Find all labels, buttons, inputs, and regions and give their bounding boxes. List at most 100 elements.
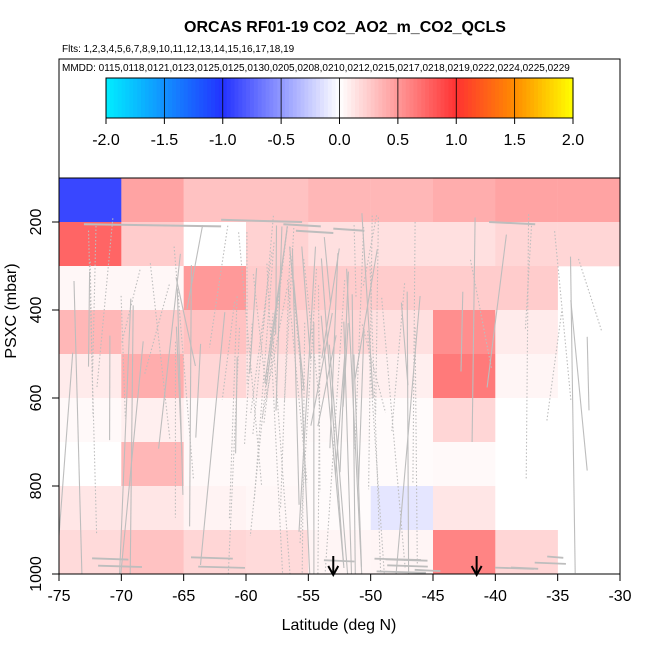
flight-track [176,289,184,495]
colorbar-segment [203,78,208,118]
flight-track [471,217,476,443]
flight-track [387,564,428,568]
heatmap-cell [59,178,122,223]
flight-track [494,566,534,570]
y-tick-label: 200 [28,209,45,236]
heatmap-cell [433,530,496,575]
flight-track [414,568,441,572]
flight-track [323,237,332,304]
colorbar-segment [312,78,317,118]
flight-track [329,253,339,449]
flight-track [189,265,192,527]
heatmap-cell [183,178,247,223]
heatmap-cell [433,178,496,223]
flight-track [272,335,291,574]
heatmap-cell [370,178,434,223]
colorbar-segment [413,78,418,118]
colorbar-segment [300,78,306,118]
colorbar-segment [137,78,142,118]
colorbar-segment [141,78,146,118]
colorbar-segment [506,78,512,118]
colorbar-segment [222,78,228,118]
colorbar-segment [121,78,127,118]
heatmap-cell [495,310,558,355]
x-tick-label: -30 [608,588,631,605]
colorbar-segment [362,78,368,118]
flight-track [149,263,171,440]
heatmap-cell [433,354,496,399]
flight-track [190,556,233,560]
flight-track [129,305,134,574]
flight-track [320,258,345,569]
chart-title: ORCAS RF01-19 CO2_AO2_m_CO2_QCLS [184,19,506,36]
flight-track [299,268,318,544]
flight-track [249,268,258,374]
flight-track [361,213,374,399]
heatmap-cell [183,222,247,267]
colorbar-segment [195,78,200,118]
flight-track [368,215,373,490]
x-tick-label: -65 [172,588,195,605]
flight-track [59,352,74,543]
colorbar-segment [292,78,298,118]
flight-track [120,295,126,419]
flight-track [221,218,303,223]
flight-track [395,295,421,574]
flight-track [266,263,284,574]
heatmap-cell [557,222,621,267]
colorbar-segment [370,78,376,118]
heatmap-cell [121,178,184,223]
heatmap-cell [59,310,122,355]
heatmap-cell [121,354,184,399]
colorbar-segment [553,78,559,118]
colorbar-segment [156,78,162,118]
colorbar-tick-label: 0.0 [328,132,350,149]
colorbar-segment [436,78,442,118]
flight-track [554,231,572,401]
colorbar-segment [281,78,286,118]
heatmap-cell [183,442,247,487]
colorbar-segment [561,78,566,118]
colorbar-segment [425,78,430,118]
flight-track [275,226,283,411]
colorbar-segment [487,78,492,118]
flight-track [83,223,222,228]
colorbar-segment [179,78,185,118]
flight-track [569,256,576,574]
colorbar-segment [347,78,352,118]
heatmap-cell [59,354,122,399]
colorbar-segment [491,78,496,118]
colorbar-segment [569,78,574,118]
mmdd-label: MMDD: 0115,0118,0121,0123,0125,0125,0130… [62,63,570,74]
heatmap-cell [557,178,621,223]
flight-track [120,269,141,345]
colorbar-segment [265,78,271,118]
flight-track [221,301,236,400]
colorbar-tick-label: 0.5 [387,132,409,149]
heatmap-cell [370,442,434,487]
arrow-markers [327,556,483,578]
flight-track [301,246,312,359]
colorbar-segment [253,78,259,118]
flight-track [250,252,273,414]
flight-track [199,312,226,565]
heatmap-cell [183,310,247,355]
flight-track [489,221,536,226]
flight-track [525,214,530,481]
colorbar-segment [113,78,119,118]
colorbar-segment [133,78,138,118]
flights-label: Flts: 1,2,3,4,5,6,7,8,9,10,11,12,13,14,1… [62,44,295,55]
flight-track [375,217,379,415]
flight-track [570,300,588,471]
colorbar-segment [234,78,239,118]
flight-track [291,248,300,505]
x-tick-label: -55 [297,588,320,605]
heatmap-cell [246,530,309,575]
colorbar-segment [351,78,356,118]
flight-track [333,227,365,232]
heatmap-cell [370,310,434,355]
x-tick-label: -45 [421,588,444,605]
colorbar-segment [238,78,243,118]
y-tick-label: 800 [28,473,45,500]
flight-track [577,258,603,331]
